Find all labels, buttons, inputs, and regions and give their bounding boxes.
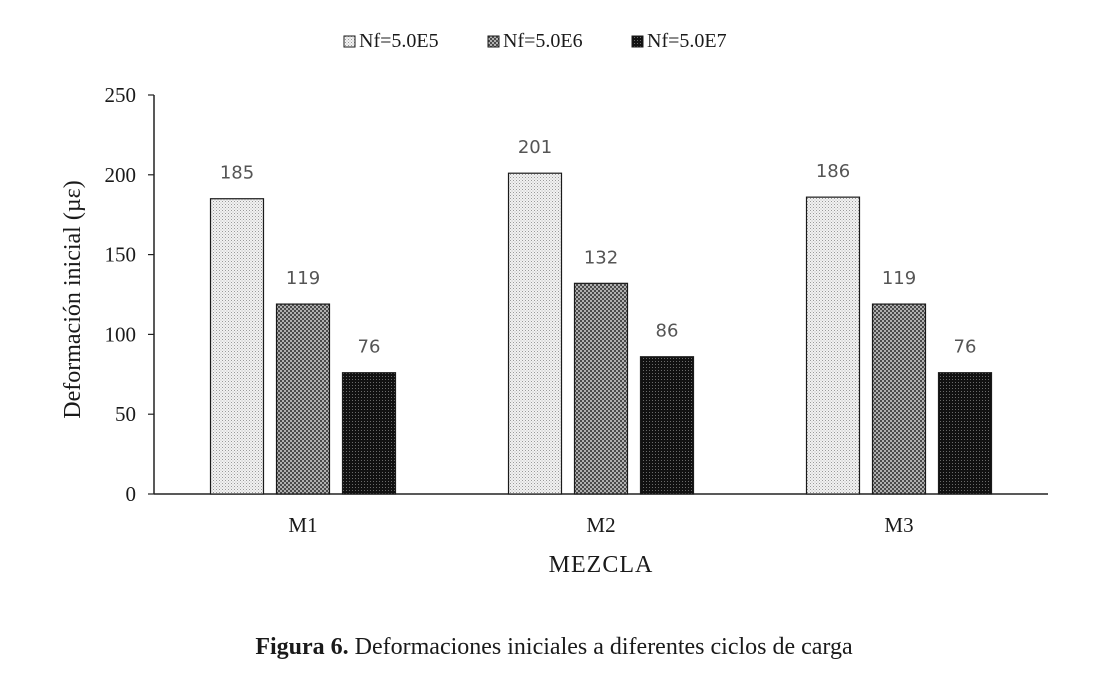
legend-label-3: Nf=5.0E7 [647,30,727,52]
legend-swatch-2 [487,35,500,48]
bar-M2-series3 [639,356,695,495]
caption-text: Deformaciones iniciales a diferentes cic… [348,634,853,660]
bar-M1-series1 [209,198,265,495]
x-tick-label: M2 [586,513,615,537]
y-tick-label: 200 [105,163,137,187]
legend-swatch-3 [631,35,644,48]
y-tick-label: 150 [105,243,137,267]
data-label: 76 [358,337,381,358]
bar-M2-series1 [507,172,563,495]
data-label: 119 [286,268,320,289]
bar-M3-series2 [871,303,927,495]
x-axis-title: MEZCLA [549,552,654,578]
data-label: 201 [518,137,552,158]
legend-label-1: Nf=5.0E5 [359,30,439,52]
y-tick-label: 100 [105,322,137,346]
data-label: 186 [816,161,850,182]
data-label: 86 [656,321,679,342]
legend: Nf=5.0E5 Nf=5.0E6 Nf=5.0E7 [343,30,727,52]
x-tick-label: M3 [884,513,913,537]
legend-label-2: Nf=5.0E6 [503,30,583,52]
data-label: 119 [882,268,916,289]
data-label: 132 [584,247,618,268]
y-tick-label: 250 [105,83,137,107]
legend-swatch-1 [343,35,356,48]
data-labels: 185 119 76 201 132 86 186 119 76 [220,137,977,358]
data-label: 76 [954,337,977,358]
bar-M3-series1 [805,196,861,495]
figure-caption: Figura 6. Deformaciones iniciales a dife… [0,634,1108,661]
bar-M3-series3 [937,372,993,495]
axes: 0 50 100 150 200 250 M1 M2 M3 MEZCLA Deformación i… [60,83,1048,578]
y-tick-label: 50 [115,402,136,426]
bar-M2-series2 [573,282,629,495]
bar-M1-series2 [275,303,331,495]
bar-M1-series3 [341,372,397,495]
caption-label: Figura 6. [255,634,349,660]
y-axis-title: Deformación inicial (µε) [60,180,86,418]
bars [209,172,993,495]
x-tick-label: M1 [288,513,317,537]
y-tick-label: 0 [126,482,137,506]
data-label: 185 [220,163,254,184]
